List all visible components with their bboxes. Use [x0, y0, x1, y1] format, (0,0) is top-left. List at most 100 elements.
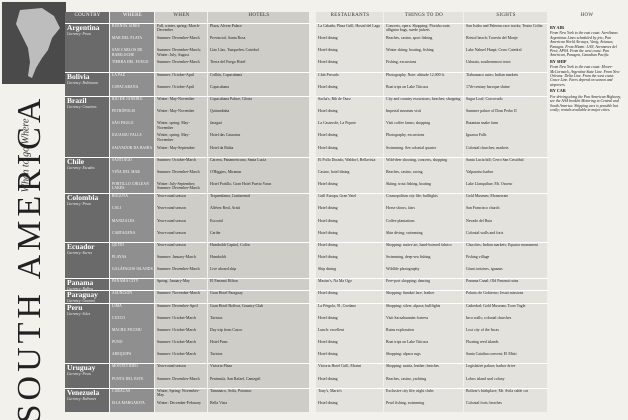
where: ISLA MARGARITA	[112, 400, 145, 405]
column-header: RESTAURANTS	[330, 13, 370, 18]
row-rule	[316, 302, 548, 304]
where: BOGOTÁ	[112, 194, 129, 199]
when: Summer: December-March	[157, 267, 200, 272]
hotels: Live aboard ship	[210, 267, 237, 272]
row-rule	[65, 387, 310, 389]
restaurants: Hotel dining	[318, 48, 338, 53]
row-rule	[316, 241, 548, 243]
restaurants: Grill Europa, Gran Vatel	[318, 194, 357, 199]
sights: Panama Canal; Old Panamá ruins	[466, 279, 519, 284]
currency: Currency: Pesos	[67, 32, 91, 36]
where: BUENOS AIRES	[112, 24, 140, 28]
things-to-do: Visit coffee farms; shopping	[386, 121, 431, 126]
column-bg	[548, 12, 625, 412]
where: RIO DE JANEIRO	[112, 96, 143, 101]
when: Winter: July-September; Summer: December…	[157, 182, 200, 191]
sights: Gold Museum; Monserrate	[466, 194, 509, 199]
country-name: Panama	[67, 278, 94, 288]
column-bg	[384, 12, 463, 412]
row-rule	[65, 241, 310, 243]
currency: Currency: Cruzeiros	[67, 104, 97, 109]
row-rule	[316, 95, 548, 97]
restaurants: Ship dining	[318, 267, 337, 272]
things-to-do: Cosmopolitan city life; bullfights	[386, 194, 438, 199]
restaurants: Hotel dining	[318, 376, 338, 381]
where: CARTAGENA	[112, 230, 136, 235]
currency: Currency: Pesos	[67, 202, 91, 207]
row-rule	[316, 23, 548, 24]
restaurants: Tony's, Mario's	[318, 388, 342, 393]
restaurants: Hotel dining	[318, 242, 338, 247]
restaurants: Hotel dining	[318, 230, 338, 235]
where: CARACAS	[112, 388, 131, 393]
when: Summer: October-April	[157, 72, 195, 77]
hotels: Copacabana Palace, Gloria	[210, 96, 253, 101]
when: Winter: May-November	[157, 96, 195, 101]
restaurants: Hotel dining	[318, 206, 338, 211]
sights: Santa Catalina convent; El Misti	[466, 352, 517, 357]
where: MAR DEL PLATA	[112, 36, 143, 41]
sights: Lost city of the Incas	[466, 327, 499, 332]
sights: Cathedral; Gold Museum; Torre Tagle	[466, 303, 526, 308]
when: Summer: November-March	[157, 291, 201, 296]
where: CALI	[112, 206, 122, 211]
column-bg	[208, 12, 309, 412]
where: LIMA	[112, 303, 122, 308]
restaurants: Hotel dining	[318, 145, 338, 150]
where: PUNO	[112, 340, 123, 345]
things-to-do: Skiing; trout fishing, boating	[386, 182, 431, 187]
hotels: Turistas	[210, 352, 223, 357]
hotels: Hotel da Bahia	[210, 145, 234, 150]
where: SÃO PAULO	[112, 121, 134, 126]
hotels: Hotel Portillo, Gran Hotel Puerto Varas	[210, 182, 272, 187]
sights: Lobos island seal colony	[466, 376, 505, 381]
when: Summer: January-March	[157, 254, 196, 259]
column-bg	[464, 12, 547, 412]
restaurants: Club Privado	[318, 72, 339, 77]
hotels: Plaza, Alvear Palace	[210, 24, 242, 28]
hotels: Gran Hotel Paraguay	[210, 291, 243, 296]
row-rule	[65, 193, 310, 194]
currency: Currency: Guaraní	[67, 299, 95, 303]
sights: Sugar Loaf; Corcovado	[466, 96, 503, 101]
sights: Valparaíso harbor	[466, 169, 494, 174]
restaurants: Hotel dining	[318, 315, 338, 320]
things-to-do: Beaches, casino, sport fishing	[386, 36, 433, 41]
restaurants: Hotel dining	[318, 340, 338, 345]
restaurants: Hotel dining	[318, 218, 338, 223]
restaurants: Hotel dining	[318, 254, 338, 259]
when: Summer: October-March	[157, 352, 197, 357]
when: Spring: January-May	[157, 279, 190, 284]
hotels: Provincial, Santa Rosa	[210, 36, 246, 41]
things-to-do: City and country excursions; beaches; sh…	[386, 96, 461, 101]
where: TIERRA DEL FUEGO	[112, 60, 149, 65]
restaurants: Hotel dining	[318, 60, 338, 65]
things-to-do: Imperial museum visit	[386, 109, 422, 114]
country-cell: Argentina Currency: Pesos	[65, 23, 110, 72]
when: Year-round season	[157, 194, 186, 199]
things-to-do: Beaches, casino, yachting	[386, 376, 427, 381]
sights: Summer palace of Dom Pedro II	[466, 109, 517, 114]
map	[2, 2, 66, 84]
hotels: Humboldt Capitol, Colón	[210, 242, 250, 247]
currency: Currency: Bolivianos	[67, 80, 98, 85]
row-rule	[316, 71, 548, 73]
hotels: Llao Llao, Tunquelen, Catedral	[210, 48, 259, 53]
things-to-do: Beaches, casino, racing	[386, 169, 423, 174]
things-to-do: Photography. Note: altitude 12,000 ft.	[386, 72, 445, 77]
hotels: Crillón, Copacabana	[210, 72, 242, 77]
when: Summer: December-March; Winter: July, Au…	[157, 48, 201, 57]
when: Fall, winter, spring: March-December	[157, 24, 200, 33]
sights: San Isidro and Palermo race tracks; Teat…	[466, 24, 543, 28]
sights: Inca walls; colonial churches	[466, 315, 512, 320]
when: Year-round season	[157, 206, 186, 211]
hotels: Turistas	[210, 315, 223, 320]
where: PANAMA CITY	[112, 279, 139, 284]
sights: Legislative palace; harbor drive	[466, 364, 516, 369]
country-name: Uruguay	[67, 363, 96, 373]
things-to-do: Photography, excursions	[386, 133, 425, 138]
country-name: Chile	[67, 156, 85, 166]
hotels: Copacabana	[210, 84, 230, 89]
when: Winter, spring: May-November	[157, 121, 190, 130]
